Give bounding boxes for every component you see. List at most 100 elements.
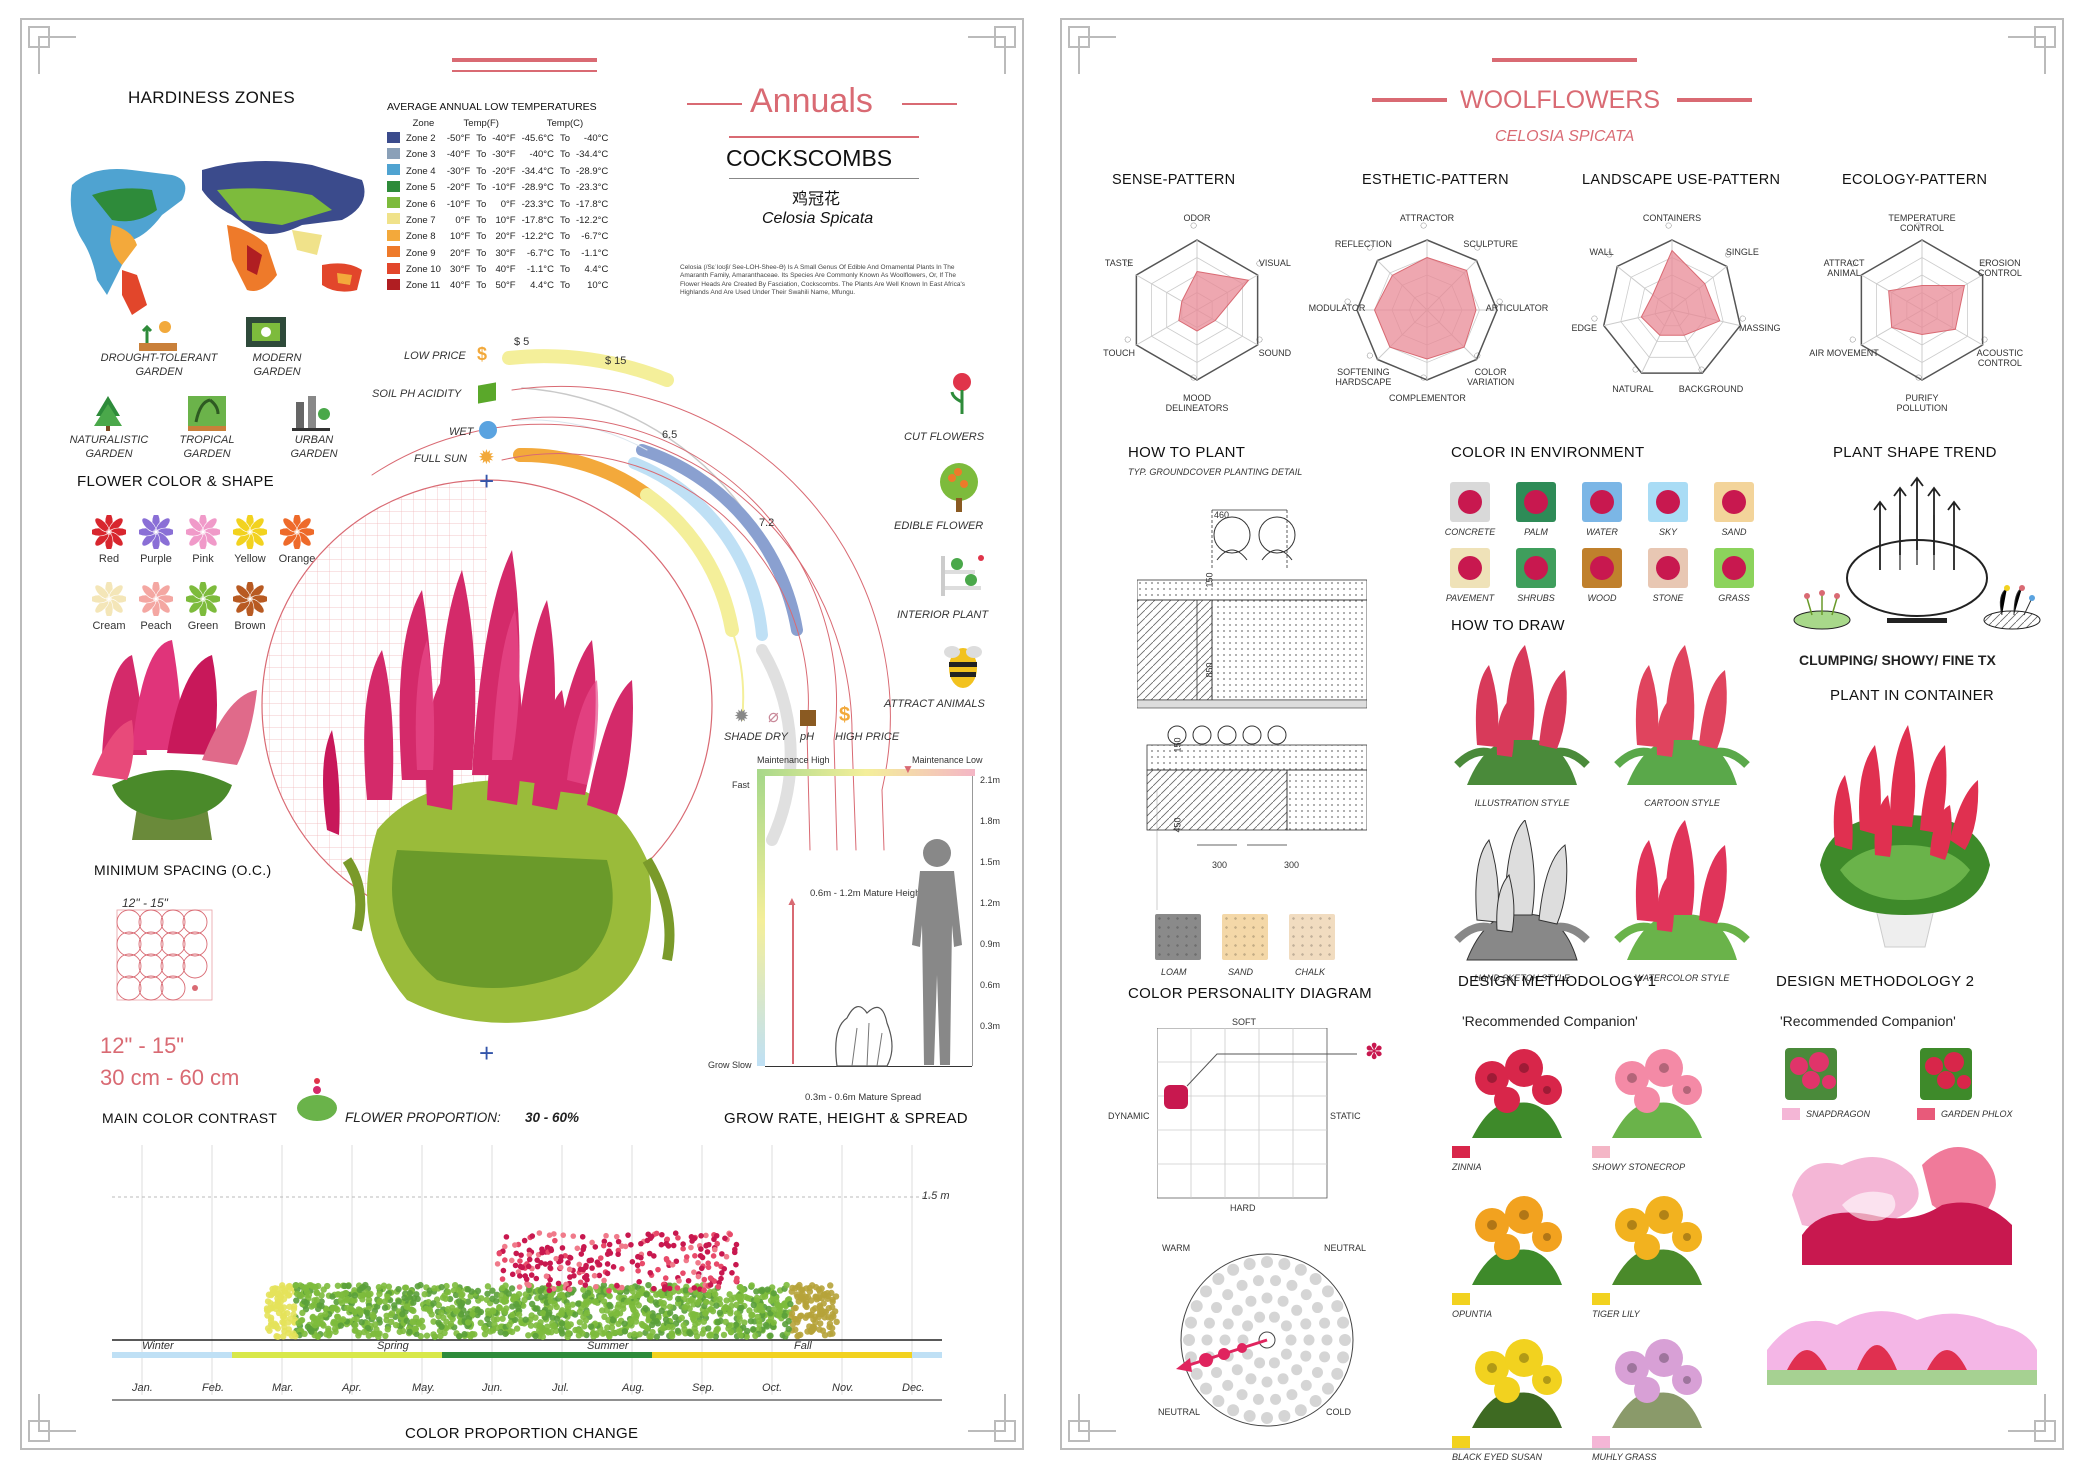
foliage-dot (376, 1290, 383, 1298)
companion-name: TIGER LILY (1592, 1309, 1640, 1319)
foliage-dot (577, 1327, 584, 1335)
draw-style-image (1454, 820, 1590, 961)
dim-5: 300 (1212, 860, 1228, 870)
corner-ornament-tl-r (1068, 26, 1122, 80)
zone-name: Zone 9 (406, 247, 436, 259)
companion-name: GARDEN PHLOX (1941, 1109, 2013, 1119)
zone-row: Zone 8 10°F To 20°F -12.2°C To -6.7°C (384, 229, 611, 245)
wheel-dot (1300, 1289, 1312, 1301)
foliage-dot (833, 1318, 840, 1326)
temp-c-header: Temp(C) (546, 118, 584, 130)
right-title: WOOLFLOWERS (1460, 86, 1661, 114)
garden-type-2: NATURALISTIC GARDEN (69, 434, 149, 460)
foliage-dot (285, 1326, 293, 1333)
flower-color-item: Purple (136, 512, 176, 565)
draw-style-label: WATERCOLOR STYLE (1634, 973, 1730, 983)
foliage-dot (615, 1328, 622, 1336)
foliage-dot (770, 1290, 778, 1297)
flower-dot (533, 1275, 540, 1282)
foliage-dot (380, 1282, 388, 1289)
zone-to-c: To (559, 182, 570, 194)
flower-dot (698, 1233, 704, 1239)
flower-dot (567, 1274, 573, 1280)
planting-section-drawing (1137, 509, 1367, 910)
spacing-cm: 30 cm - 60 cm (100, 1065, 240, 1090)
zone-c-high: 10°C (587, 280, 609, 292)
foliage-dot (662, 1316, 670, 1323)
flower-dot (526, 1282, 532, 1289)
dim-4: 450 (1172, 817, 1183, 833)
flower-dot (680, 1241, 686, 1247)
foliage-dot (828, 1324, 836, 1332)
foliage-dot (752, 1332, 759, 1340)
foliage-dot (303, 1299, 310, 1307)
height-tick-label: 0.6m (980, 980, 1001, 990)
wheel-dot (1286, 1279, 1298, 1291)
wheel-dot (1319, 1351, 1331, 1363)
radar-axis-icon: ◌ (1605, 246, 1613, 261)
foliage-dot (556, 1292, 564, 1299)
flower-dot (683, 1254, 690, 1260)
foliage-dot (288, 1332, 296, 1340)
zone-f-low: 30°F (450, 264, 471, 276)
companion-color-swatch (1452, 1293, 1470, 1305)
planting-detail-label: TYP. GROUNDCOVER PLANTING DETAIL (1128, 467, 1303, 477)
foliage-dot (522, 1316, 529, 1323)
soil-swatch (1155, 914, 1201, 960)
wheel-dot (1237, 1334, 1249, 1346)
zone-c-high: -17.8°C (575, 198, 609, 210)
flower-dot (581, 1274, 588, 1281)
wheel-dot (1236, 1279, 1248, 1291)
zone-f-high: 50°F (495, 280, 516, 292)
radar-axis-icon: ◌ (1849, 256, 1857, 270)
flower-dot (680, 1245, 686, 1252)
foliage-dot (727, 1310, 734, 1317)
flower-dot (614, 1283, 620, 1289)
corner-ornament-br-r (2002, 1388, 2056, 1442)
right-title-line-left (1372, 98, 1447, 102)
use-2: INTERIOR PLANT (897, 609, 989, 621)
flower-dot (526, 1251, 533, 1258)
cp-static: STATIC (1330, 1111, 1361, 1121)
foliage-dot (515, 1311, 523, 1318)
foliage-dot (513, 1293, 520, 1300)
companion-color-swatch (1452, 1436, 1470, 1448)
radar-axis-label: ATTRACT ANIMAL (1823, 258, 1865, 278)
foliage-dot (563, 1320, 570, 1327)
height-arrow-head: ▲ (786, 894, 798, 908)
foliage-dot (788, 1288, 795, 1295)
right-top-accent (1492, 58, 1637, 62)
foliage-dot (666, 1291, 674, 1298)
common-name: COCKSCOMBS (726, 145, 893, 171)
edible-flower-icon (940, 463, 978, 512)
foliage-dot (331, 1319, 339, 1326)
color-personality-grid: ✽ (1157, 1028, 1383, 1199)
foliage-dot (702, 1310, 709, 1317)
foliage-dot (428, 1311, 435, 1318)
radar-axis-icon: ◌ (1190, 218, 1198, 232)
foliage-dot (581, 1292, 589, 1299)
wheel-dot (1211, 1366, 1223, 1378)
foliage-dot (392, 1321, 400, 1329)
flower-dot (528, 1272, 535, 1278)
flower-dot (658, 1241, 665, 1248)
foliage-dot (723, 1297, 730, 1304)
env-label: CONCRETE (1444, 527, 1496, 537)
radar-value-area (1640, 249, 1721, 336)
zone-f-high: -40°F (492, 133, 516, 145)
zone-c-low: -1.1°C (526, 264, 554, 276)
flower-dot (669, 1261, 676, 1268)
flower-dot (613, 1233, 620, 1240)
foliage-dot (699, 1330, 706, 1337)
wheel-dot (1300, 1350, 1312, 1362)
radar-axis-label: CONTAINERS (1642, 213, 1702, 223)
flower-dot (550, 1285, 557, 1292)
height-tick-label: 2.1m (980, 775, 1001, 785)
flower-dot (711, 1246, 718, 1253)
foliage-dot (385, 1283, 393, 1290)
foliage-dot (825, 1314, 832, 1321)
foliage-dot (580, 1313, 587, 1321)
flower-dot (555, 1280, 562, 1287)
flower-dot (705, 1264, 712, 1271)
right-subtitle: CELOSIA SPICATA (1495, 128, 1635, 145)
